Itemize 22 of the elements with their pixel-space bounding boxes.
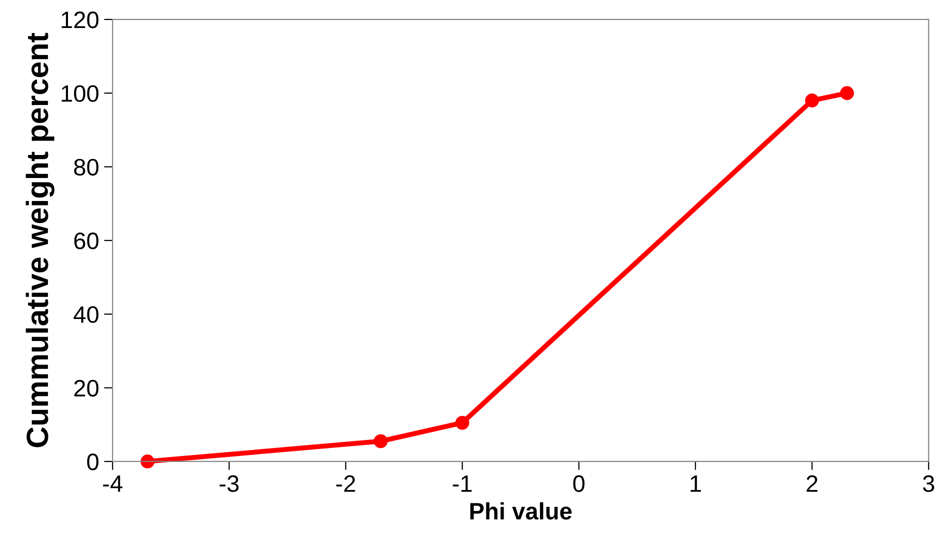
point xyxy=(455,416,470,430)
x-tick-label: 0 xyxy=(573,475,585,492)
x-tick-label: -4 xyxy=(103,476,122,492)
point xyxy=(140,454,154,468)
y-axis-title: Cummulative weight percent xyxy=(26,32,54,448)
y-tick-label: 100 xyxy=(62,85,98,102)
x-tick-label: 3 xyxy=(922,475,934,492)
x-tick-label: -2 xyxy=(336,475,356,492)
x-tick-label: -3 xyxy=(220,475,239,492)
x-tick-label: 1 xyxy=(690,476,701,492)
y-tick-label: 120 xyxy=(62,12,98,28)
y-tick-label: 60 xyxy=(74,232,98,250)
x-axis-title: Phi value xyxy=(470,502,572,520)
x-tick-label: 2 xyxy=(806,475,818,492)
y-tick-label: 0 xyxy=(87,454,98,470)
point xyxy=(840,86,854,100)
y-tick-label: 40 xyxy=(74,306,98,323)
point xyxy=(805,94,819,108)
y-tick-label: 20 xyxy=(74,380,98,397)
x-tick-label: -1 xyxy=(452,476,472,492)
y-tick-label: 80 xyxy=(74,158,98,176)
point xyxy=(374,434,388,448)
